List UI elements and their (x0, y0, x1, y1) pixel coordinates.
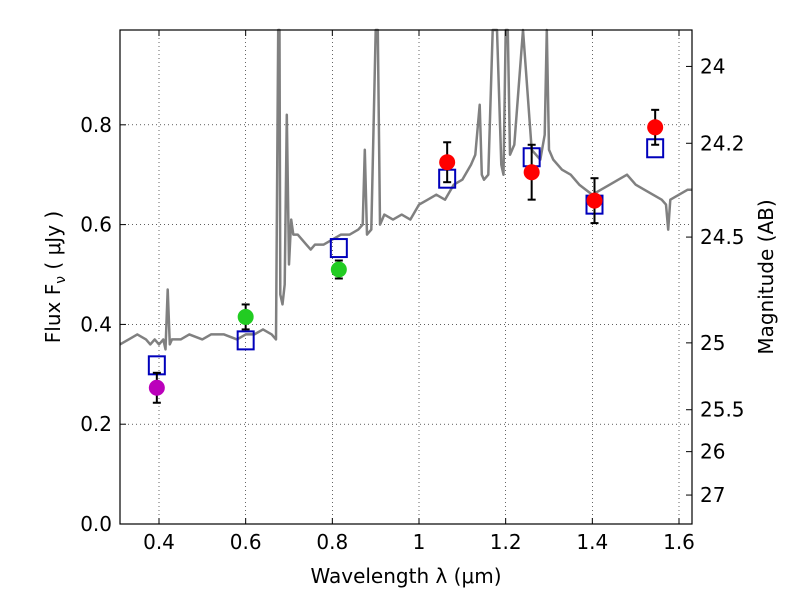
x-tick-label: 1.2 (490, 530, 522, 554)
y2-axis-label: Magnitude (AB) (754, 199, 778, 354)
spectrum-line (119, 28, 692, 351)
observed-point-marker (237, 308, 254, 325)
y-axis-label-units: ( μJy ) (41, 211, 65, 276)
y2-tick-label: 27 (700, 483, 725, 507)
y-axis-label-main: Flux F (41, 284, 65, 343)
y2-tick-label: 25.5 (700, 398, 745, 422)
observed-point-marker (439, 154, 456, 171)
y-tick-label: 0.8 (80, 113, 112, 137)
y-tick-label: 0.6 (80, 213, 112, 237)
x-tick-label: 0.8 (316, 530, 348, 554)
observed-point-marker (523, 164, 540, 181)
plot-frame (119, 29, 693, 525)
model-square-marker (329, 238, 348, 259)
y-axis-label-subscript: ν (53, 276, 69, 284)
model-square-marker (236, 330, 255, 351)
y2-tick-label: 26 (700, 440, 725, 464)
grid (120, 30, 692, 524)
x-tick-label: 0.6 (230, 530, 262, 554)
x-axis-label: Wavelength λ (μm) (310, 564, 501, 588)
y-tick-label: 0.2 (80, 412, 112, 436)
x-tick-label: 1.4 (576, 530, 608, 554)
x-tick-label: 1.6 (663, 530, 695, 554)
observed-point-marker (330, 261, 347, 278)
y-tick-label: 0.0 (80, 512, 112, 536)
observed-point-marker (586, 192, 603, 209)
tick-labels: 0.4 0.6 0.8 1 1.2 1.4 1.6 0.0 0.2 0.4 0.6 0.8 24 24.2… (80, 54, 744, 554)
observed-point-marker (148, 379, 165, 396)
axis-ticks (120, 30, 692, 525)
y2-tick-label: 24.5 (700, 225, 745, 249)
y2-tick-label: 24 (700, 54, 725, 78)
y-axis-label: Flux Fν ( μJy ) (41, 211, 69, 343)
plot-background (120, 30, 692, 524)
observed-point-marker (647, 119, 664, 136)
x-tick-label: 0.4 (143, 530, 175, 554)
y2-tick-label: 24.2 (700, 131, 745, 155)
observed-photometry-markers (148, 108, 664, 404)
y2-tick-label: 25 (700, 331, 725, 355)
y-tick-label: 0.4 (80, 312, 112, 336)
x-tick-label: 1 (413, 530, 426, 554)
